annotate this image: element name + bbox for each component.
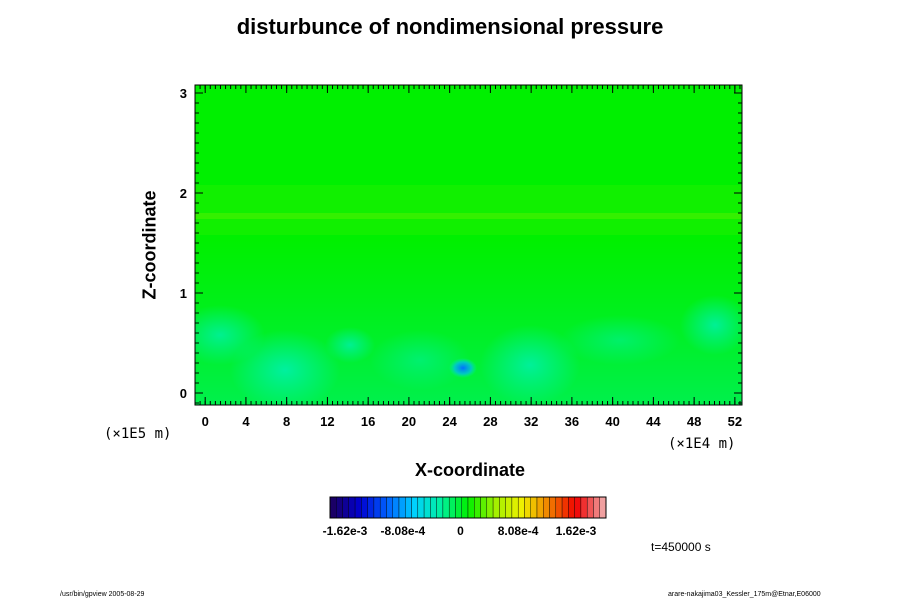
colorbar-segment	[467, 496, 475, 519]
colorbar-segment	[455, 496, 462, 519]
colorbar-segment	[354, 496, 362, 519]
colorbar-segment	[361, 496, 368, 519]
x-tick-label: 16	[361, 414, 375, 429]
colorbar-segment	[474, 496, 481, 519]
x-tick-label: 48	[687, 414, 701, 429]
colorbar-segment	[461, 496, 469, 519]
x-tick-label: 8	[283, 414, 290, 429]
plot-frame	[194, 84, 743, 406]
colorbar-segment	[511, 496, 519, 519]
heatmap-field	[195, 85, 742, 405]
colorbar-segment	[580, 496, 588, 519]
y-tick-label: 1	[180, 286, 187, 301]
x-tick-label: 36	[565, 414, 579, 429]
colorbar-tick-label: 0	[457, 524, 464, 538]
colorbar-segment	[442, 496, 450, 519]
colorbar-segment	[342, 496, 350, 519]
x-tick-label: 40	[605, 414, 619, 429]
colorbar-segment	[593, 496, 600, 519]
y-axis-label: Z-coordinate	[139, 190, 160, 300]
colorbar-segment	[417, 496, 425, 519]
x-tick-label: 12	[320, 414, 334, 429]
y-tick-label: 2	[180, 186, 187, 201]
colorbar-segment	[486, 496, 494, 519]
colorbar-segment	[568, 496, 575, 519]
colorbar-segment	[536, 496, 544, 519]
footer-source: arare-nakajima03_Kessler_175m@Etnar,E060…	[668, 591, 821, 598]
x-tick-label: 32	[524, 414, 538, 429]
time-annotation: t=450000 s	[651, 540, 711, 554]
x-tick-label: 20	[402, 414, 416, 429]
x-tick-label: 28	[483, 414, 497, 429]
colorbar-segment	[405, 496, 412, 519]
colorbar-segment	[373, 496, 381, 519]
colorbar-segment	[379, 496, 387, 519]
colorbar-segment	[561, 496, 569, 519]
colorbar-tick-label: -1.62e-3	[323, 524, 368, 538]
colorbar-segment	[336, 496, 343, 519]
colorbar-segment	[524, 496, 531, 519]
colorbar-tick-label: 8.08e-4	[498, 524, 539, 538]
colorbar-segment	[430, 496, 437, 519]
colorbar-segment	[423, 496, 431, 519]
colorbar-segment	[411, 496, 419, 519]
footer-command: /usr/bin/gpview 2005-08-29	[60, 591, 145, 598]
colorbar-segment	[555, 496, 563, 519]
colorbar-segment	[530, 496, 538, 519]
colorbar-segment	[549, 496, 557, 519]
colorbar-segment	[505, 496, 513, 519]
colorbar-segment	[543, 496, 550, 519]
x-scale-label: (×1E4 m)	[668, 436, 736, 452]
chart-title: disturbunce of nondimensional pressure	[236, 14, 664, 39]
colorbar-segment	[386, 496, 393, 519]
colorbar-segment	[436, 496, 444, 519]
colorbar-segment	[586, 496, 594, 519]
colorbar-segment	[392, 496, 400, 519]
colorbar-segment	[517, 496, 525, 519]
colorbar-segment	[398, 496, 406, 519]
y-tick-label: 0	[180, 386, 187, 401]
colorbar-segment	[599, 496, 607, 519]
colorbar-segment	[329, 496, 337, 519]
colorbar-tick-label: 1.62e-3	[556, 524, 597, 538]
colorbar-segment	[574, 496, 582, 519]
y-scale-label: (×1E5 m)	[104, 426, 172, 442]
x-axis-label: X-coordinate	[414, 460, 525, 480]
colorbar-segment	[367, 496, 375, 519]
colorbar-segment	[480, 496, 488, 519]
colorbar-segment	[448, 496, 456, 519]
colorbar-segment	[348, 496, 356, 519]
colorbar-frame	[329, 496, 607, 519]
y-tick-label: 3	[180, 86, 187, 101]
colorbar-tick-label: -8.08e-4	[381, 524, 426, 538]
x-tick-label: 4	[242, 414, 250, 429]
x-tick-label: 44	[646, 414, 661, 429]
x-tick-label: 0	[202, 414, 209, 429]
colorbar-segment	[492, 496, 500, 519]
colorbar: -1.62e-3 -8.08e-4 0 8.08e-4 1.62e-3	[323, 496, 607, 538]
x-tick-label: 52	[728, 414, 742, 429]
x-tick-label: 24	[442, 414, 457, 429]
colorbar-segment	[499, 496, 506, 519]
